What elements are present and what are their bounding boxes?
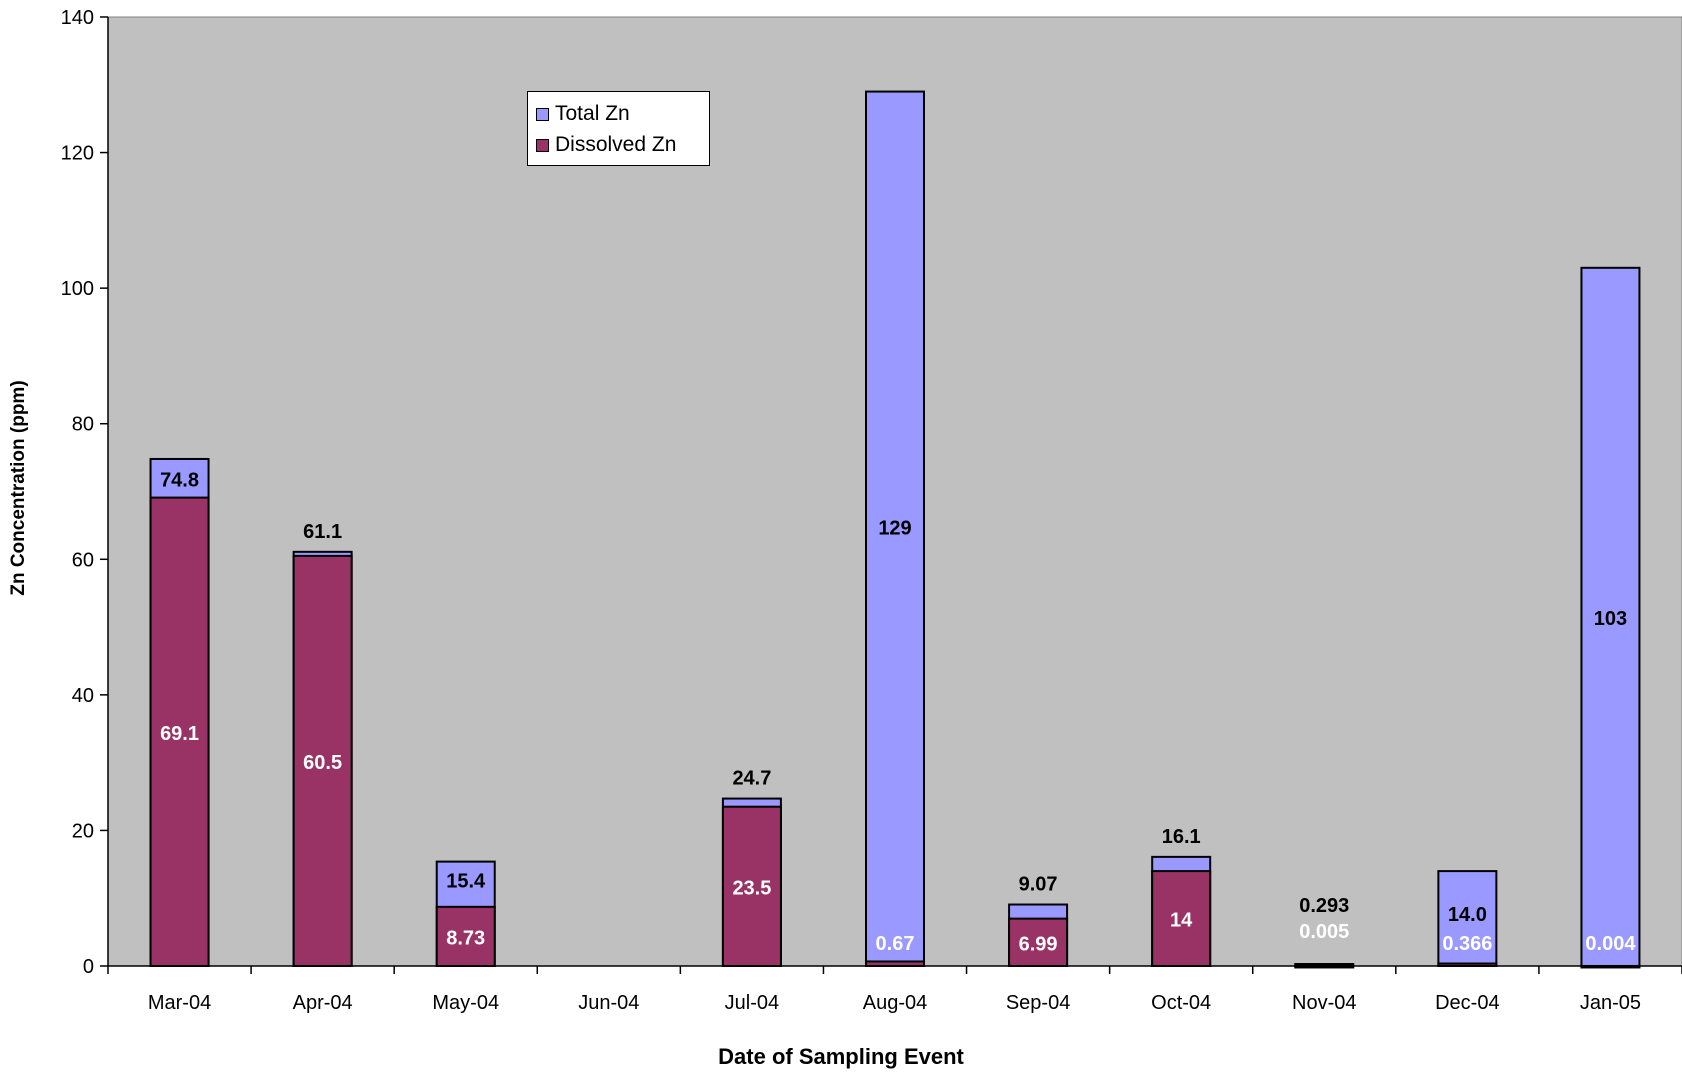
legend-item-dissolved-zn: Dissolved Zn [536, 133, 676, 157]
y-tick-label-20: 20 [72, 820, 94, 842]
y-tick-label-100: 100 [61, 278, 94, 300]
x-tick-label-dec-04: Dec-04 [1435, 992, 1499, 1014]
bar-dissolved-zn-dec-04 [1437, 962, 1498, 967]
data-label-dissolved-zn-aug-04: 0.67 [876, 933, 915, 955]
data-label-total-zn-may-04: 15.4 [446, 871, 486, 893]
data-label-dissolved-zn-may-04: 8.73 [446, 927, 485, 949]
legend-swatch-total-zn [536, 107, 549, 121]
bar-dissolved-zn-apr-04 [292, 554, 353, 967]
x-tick-label-apr-04: Apr-04 [293, 992, 353, 1014]
bar-total-zn-jan-05 [1580, 266, 1641, 967]
y-tick-label-0: 0 [83, 956, 94, 978]
y-tick-label-140: 140 [61, 7, 94, 29]
data-label-dissolved-zn-oct-04: 14 [1170, 910, 1193, 932]
x-axis-label: Date of Sampling Event [718, 1044, 964, 1069]
bar-dissolved-zn-may-04 [435, 905, 496, 967]
legend-item-total-zn: Total Zn [536, 102, 630, 126]
data-label-total-zn-apr-04: 61.1 [303, 521, 342, 543]
y-tick-label-120: 120 [61, 143, 94, 165]
x-tick-label-aug-04: Aug-04 [863, 992, 928, 1014]
x-tick-label-sep-04: Sep-04 [1006, 992, 1071, 1014]
data-label-dissolved-zn-sep-04: 6.99 [1019, 933, 1058, 955]
legend-swatch-dissolved-zn [536, 138, 549, 152]
data-label-dissolved-zn-nov-04: 0.005 [1299, 921, 1349, 943]
legend-label-dissolved-zn: Dissolved Zn [555, 133, 677, 156]
data-label-dissolved-zn-apr-04: 60.5 [303, 752, 342, 774]
y-tick-label-80: 80 [72, 414, 94, 436]
y-tick-label-60: 60 [72, 549, 94, 571]
data-label-dissolved-zn-jul-04: 23.5 [732, 877, 771, 899]
data-label-total-zn-jan-05: 103 [1594, 608, 1627, 630]
x-tick-label-nov-04: Nov-04 [1292, 992, 1356, 1014]
bar-dissolved-zn-jul-04 [721, 805, 782, 967]
legend: Total Zn Dissolved Zn [527, 91, 710, 166]
bar-dissolved-zn-oct-04 [1151, 870, 1212, 967]
data-label-dissolved-zn-mar-04: 69.1 [160, 723, 199, 745]
y-axis-label: Zn Concentration (ppm) [8, 380, 29, 596]
data-label-dissolved-zn-jan-05: 0.004 [1585, 933, 1636, 955]
x-tick-label-jun-04: Jun-04 [578, 992, 639, 1014]
x-tick-label-jul-04: Jul-04 [725, 992, 779, 1014]
x-tick-label-oct-04: Oct-04 [1151, 992, 1211, 1014]
data-label-total-zn-oct-04: 16.1 [1162, 826, 1201, 848]
data-label-total-zn-dec-04: 14.0 [1448, 904, 1487, 926]
data-label-total-zn-sep-04: 9.07 [1019, 874, 1058, 896]
x-tick-label-may-04: May-04 [432, 992, 499, 1014]
bar-dissolved-zn-mar-04 [149, 496, 210, 967]
x-tick-label-mar-04: Mar-04 [148, 992, 211, 1014]
x-tick-label-jan-05: Jan-05 [1580, 992, 1641, 1014]
legend-label-total-zn: Total Zn [555, 102, 630, 125]
data-label-total-zn-mar-04: 74.8 [160, 469, 199, 491]
bar-total-zn-dec-04 [1437, 870, 1498, 967]
data-label-dissolved-zn-dec-04: 0.366 [1442, 933, 1492, 955]
data-label-total-zn-aug-04: 129 [878, 518, 911, 540]
data-label-total-zn-jul-04: 24.7 [732, 768, 771, 790]
data-label-total-zn-nov-04: 0.293 [1299, 895, 1349, 917]
bar-total-zn-aug-04 [865, 90, 925, 968]
bar-dissolved-zn-sep-04 [1008, 917, 1069, 968]
y-tick-label-40: 40 [72, 685, 94, 707]
bar-dissolved-zn-nov-04 [1294, 964, 1355, 969]
bar-dissolved-zn-jan-05 [1580, 964, 1641, 969]
bar-dissolved-zn-aug-04 [865, 960, 925, 968]
